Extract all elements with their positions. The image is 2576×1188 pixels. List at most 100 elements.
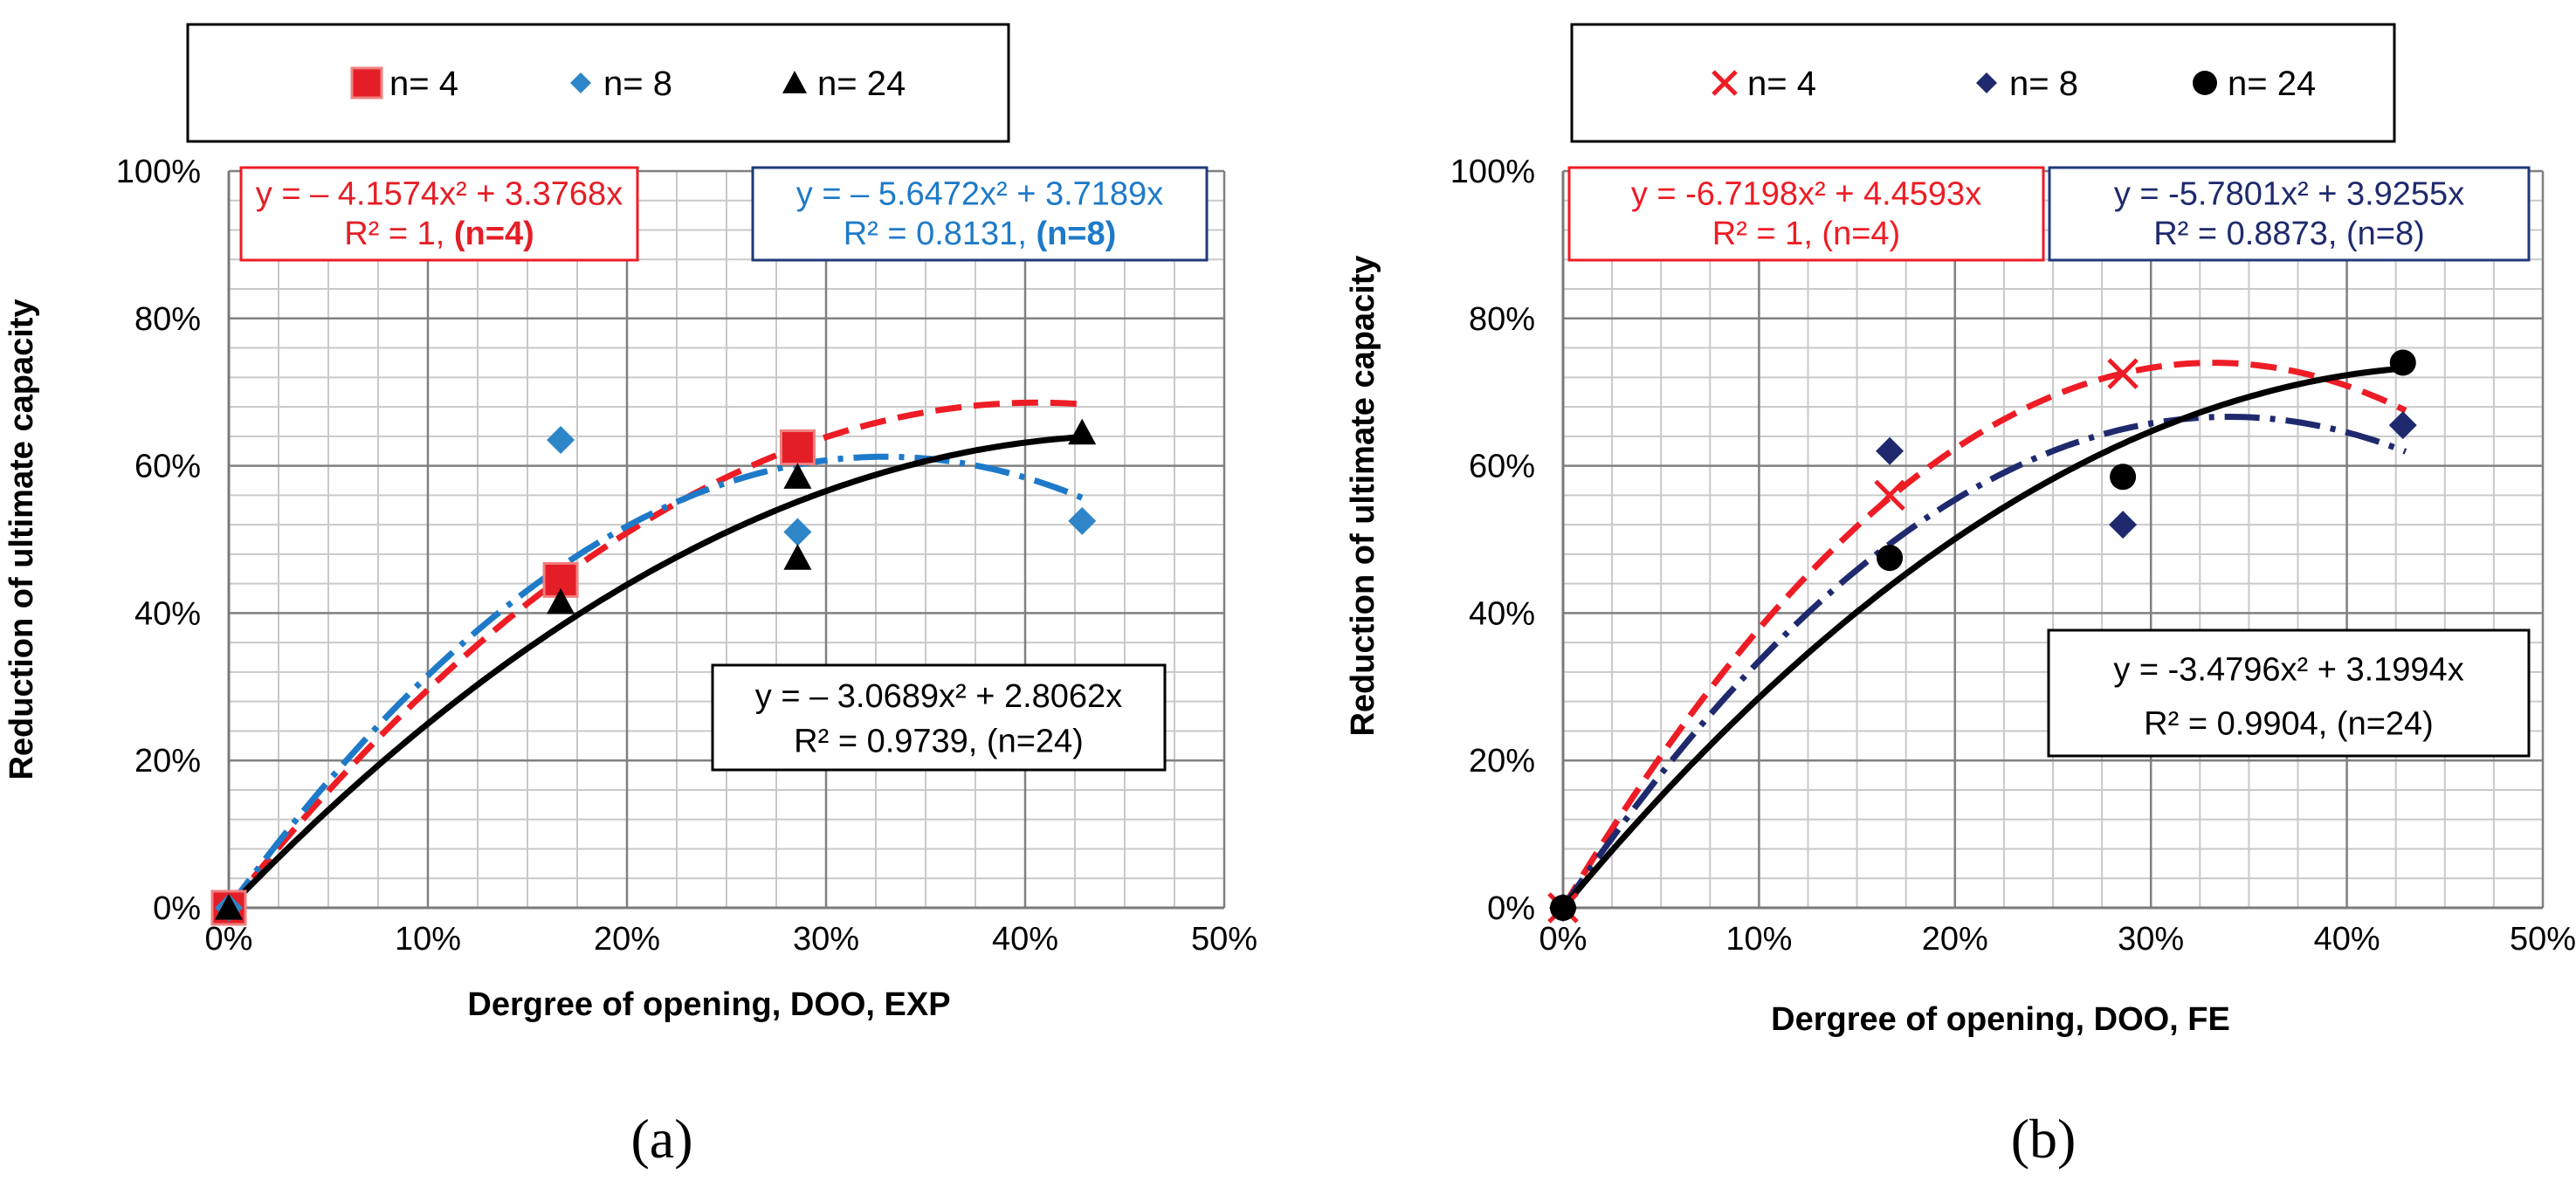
minor-grid bbox=[228, 170, 1225, 909]
y-tick-label: 80% bbox=[134, 301, 201, 338]
trendline-24 bbox=[226, 434, 1085, 910]
y-tick-label: 100% bbox=[116, 154, 201, 190]
y-tick-label: 80% bbox=[1469, 301, 1535, 338]
x-tick-label: 10% bbox=[1725, 921, 1792, 958]
x-tick-label: 50% bbox=[2510, 921, 2576, 958]
minor-grid bbox=[1562, 170, 2544, 909]
y-tick-label: 60% bbox=[1469, 449, 1535, 485]
equation-text: y = -3.4796x² + 3.1994x bbox=[2113, 652, 2463, 689]
data-point-n24 bbox=[783, 544, 812, 570]
legend-marker-n4 bbox=[350, 66, 383, 100]
data-point-n8 bbox=[1068, 506, 1097, 535]
y-axis-label: Reduction of ultimate capacity bbox=[1345, 255, 1381, 736]
r-squared-value: R² = 0.8131, bbox=[844, 216, 1037, 252]
legend: n= 4 n= 8 n= 24 bbox=[1570, 23, 2396, 143]
equation-text: y = – 4.1574x² + 3.3768x bbox=[256, 175, 623, 212]
y-tick-label: 0% bbox=[153, 890, 201, 927]
data-point-n24 bbox=[215, 894, 243, 920]
panel-label: (a) bbox=[630, 1108, 692, 1170]
data-point-n8 bbox=[2109, 511, 2138, 539]
r-squared-text: R² = 0.8131, (n=8) bbox=[844, 216, 1117, 252]
equation-text: y = -6.7198x² + 4.4593x bbox=[1631, 175, 1981, 212]
data-point-n8 bbox=[783, 518, 812, 546]
data-point-n8 bbox=[1876, 436, 1904, 465]
r-squared-value: R² = 0.9739, (n=24) bbox=[794, 724, 1084, 760]
trendline-4 bbox=[226, 399, 1085, 910]
equation-box-8: y = – 5.6472x² + 3.7189x R² = 0.8131, (n=… bbox=[751, 166, 1209, 262]
x-tick-label: 0% bbox=[1539, 921, 1588, 958]
data-point-n4 bbox=[2107, 358, 2139, 389]
x-tick-label: 50% bbox=[1191, 921, 1257, 958]
y-tick-label: 60% bbox=[134, 449, 201, 485]
y-tick-label: 20% bbox=[1469, 743, 1535, 779]
equation-box-frame bbox=[711, 663, 1167, 772]
x-tick-label: 40% bbox=[992, 921, 1058, 958]
legend-label: n= 8 bbox=[2009, 65, 2078, 103]
data-point-n4 bbox=[779, 429, 816, 465]
data-point-n24 bbox=[2110, 464, 2137, 491]
r-squared-text: R² = 0.9739, (n=24) bbox=[794, 724, 1084, 760]
x-axis-label: Dergree of opening, DOO, EXP bbox=[467, 986, 950, 1023]
x-tick-label: 10% bbox=[395, 921, 461, 958]
trendline-8 bbox=[1560, 414, 2407, 910]
x-tick-label: 20% bbox=[1922, 921, 1988, 958]
r-squared-text: R² = 0.9904, (n=24) bbox=[2144, 706, 2434, 743]
x-tick-label: 30% bbox=[793, 921, 859, 958]
legend-label: n= 8 bbox=[603, 65, 672, 103]
data-point-n24 bbox=[1877, 545, 1904, 572]
data-point-n4 bbox=[1874, 479, 1905, 512]
r-squared-text: R² = 0.8873, (n=8) bbox=[2153, 216, 2425, 252]
data-point-n24 bbox=[2389, 349, 2416, 376]
r-squared-value: R² = 1, bbox=[344, 216, 454, 252]
legend-marker-n24 bbox=[782, 71, 807, 93]
legend-label: n= 4 bbox=[1747, 65, 1816, 103]
legend-marker-n8 bbox=[1976, 72, 1997, 93]
r-squared-text: R² = 1, (n=4) bbox=[1712, 216, 1900, 252]
r-squared-value: R² = 1, (n=4) bbox=[1712, 216, 1900, 252]
r-squared-value: R² = 0.9904, (n=24) bbox=[2144, 706, 2434, 743]
x-tick-label: 0% bbox=[205, 921, 253, 958]
equation-box-4: y = – 4.1574x² + 3.3768x R² = 1, (n=4) bbox=[239, 166, 639, 262]
equation-box-frame bbox=[1567, 166, 2045, 262]
equation-box-frame bbox=[751, 166, 1209, 262]
legend-label: n= 4 bbox=[389, 65, 458, 103]
legend-marker-n4 bbox=[1712, 70, 1738, 96]
legend-marker-n8 bbox=[570, 72, 591, 93]
data-point-n24 bbox=[783, 463, 812, 489]
data-point-n24 bbox=[1068, 418, 1097, 445]
r-squared-n: (n=4) bbox=[454, 216, 534, 252]
data-point-n24 bbox=[547, 587, 575, 615]
trendline-4 bbox=[1560, 360, 2407, 910]
equation-box-frame bbox=[239, 166, 639, 262]
r-squared-n: (n=8) bbox=[1036, 216, 1116, 252]
legend-label: n= 24 bbox=[817, 65, 906, 103]
x-axis-label: Dergree of opening, DOO, FE bbox=[1771, 1001, 2230, 1038]
legend-label: n= 24 bbox=[2228, 65, 2316, 103]
equation-text: y = -5.7801x² + 3.9255x bbox=[2114, 175, 2464, 212]
y-tick-label: 20% bbox=[134, 743, 201, 779]
legend-frame bbox=[186, 23, 1010, 143]
y-tick-label: 0% bbox=[1487, 890, 1535, 927]
equation-text: y = – 3.0689x² + 2.8062x bbox=[755, 678, 1122, 715]
equation-box-24: y = – 3.0689x² + 2.8062x R² = 0.9739, (n=… bbox=[711, 663, 1167, 772]
equation-box-24: y = -3.4796x² + 3.1994x R² = 0.9904, (n=2… bbox=[2047, 628, 2531, 758]
y-tick-label: 40% bbox=[1469, 595, 1535, 632]
y-axis-label: Reduction of ultimate capacity bbox=[3, 299, 40, 779]
equation-box-8: y = -5.7801x² + 3.9255x R² = 0.8873, (n=8… bbox=[2048, 166, 2531, 262]
r-squared-text: R² = 1, (n=4) bbox=[344, 216, 534, 252]
legend-marker-n24 bbox=[2193, 71, 2217, 95]
equation-text: y = – 5.6472x² + 3.7189x bbox=[796, 175, 1163, 212]
chart-panel-a: 0% 10% 20% 30% 40% 50% 0% 20% 40% 60% 80% 100% Dergr… bbox=[3, 23, 1257, 1170]
panel-label: (b) bbox=[2011, 1108, 2077, 1170]
y-tick-label: 100% bbox=[1450, 154, 1535, 190]
x-tick-label: 30% bbox=[2118, 921, 2184, 958]
r-squared-value: R² = 0.8873, (n=8) bbox=[2153, 216, 2425, 252]
equation-box-frame bbox=[2048, 166, 2531, 262]
trendline-24 bbox=[1560, 365, 2407, 910]
y-tick-label: 40% bbox=[134, 595, 201, 632]
x-tick-label: 40% bbox=[2314, 921, 2380, 958]
equation-box-frame bbox=[2047, 628, 2531, 758]
chart-panel-b: 0% 10% 20% 30% 40% 50% 0% 20% 40% 60% 80% 100% Dergr… bbox=[1345, 23, 2576, 1170]
data-point-n8 bbox=[547, 426, 575, 455]
